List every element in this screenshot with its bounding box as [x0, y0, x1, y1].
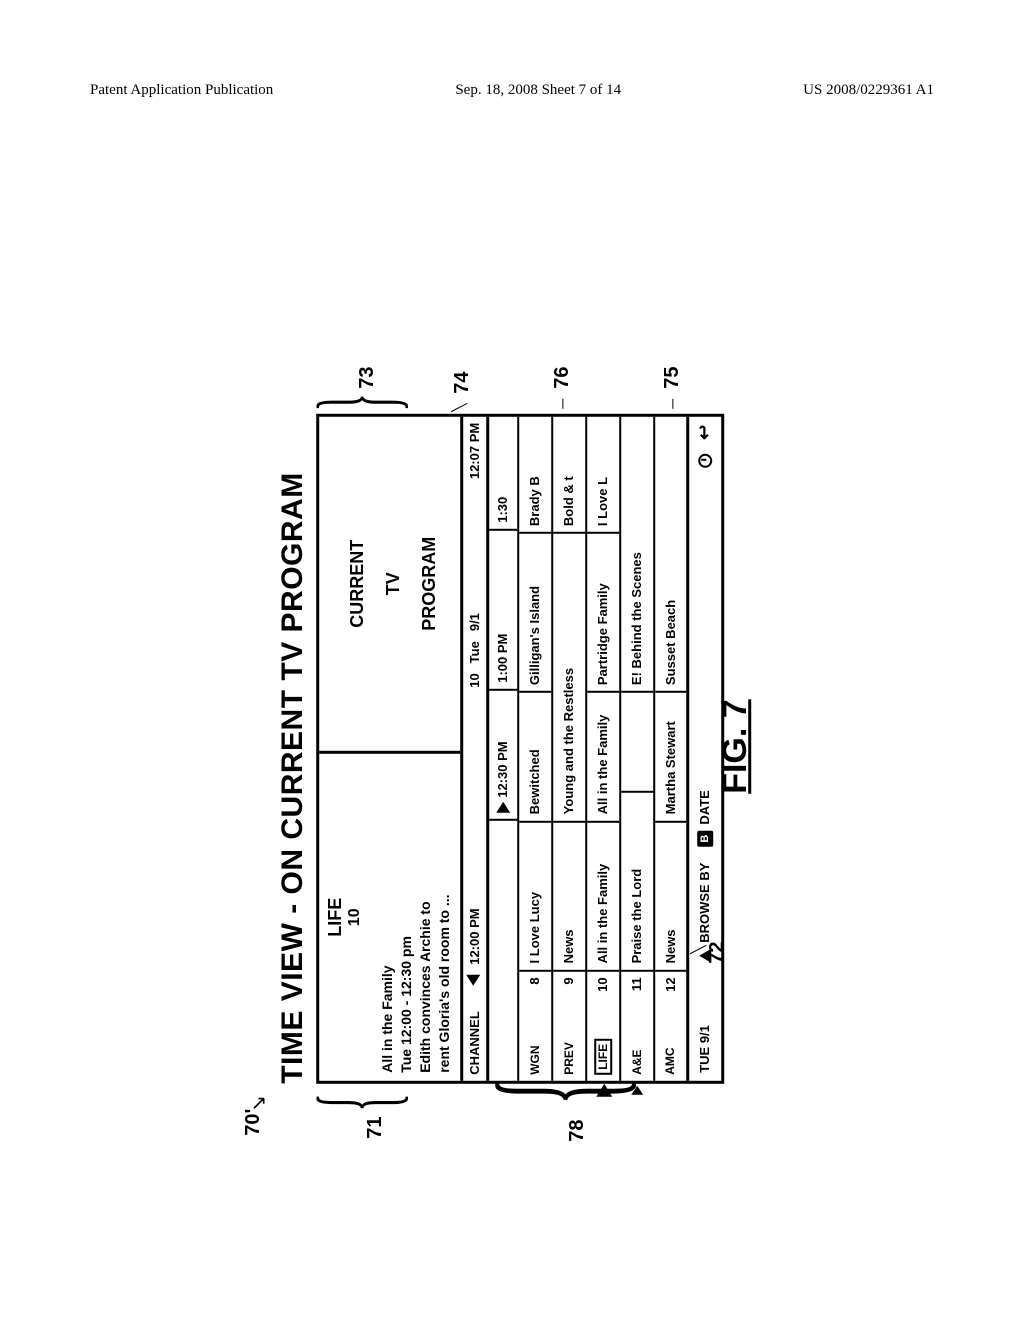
date-button[interactable]: B DATE	[693, 782, 717, 854]
time-bar: CHANNEL 12:00 PM 10 Tue 9/1 12:07 PM	[463, 417, 489, 1081]
info-channel-number: 10	[346, 762, 364, 1073]
channel-row[interactable]: WGN 8 I Love LucyBewitchedGilligan's Islan…	[519, 417, 553, 1081]
channel-name: A&E	[630, 1049, 644, 1074]
footer-date: TUE 9/1	[693, 971, 716, 1081]
time-day: Tue	[467, 641, 482, 663]
program-cell[interactable]: News	[655, 822, 686, 971]
program-cell[interactable]: News	[553, 822, 585, 971]
header-left: Patent Application Publication	[90, 82, 273, 99]
time-now: 12:07 PM	[467, 423, 482, 479]
brace-icon: {	[301, 1093, 411, 1111]
ref-76: 76	[551, 367, 574, 389]
channel-row[interactable]: A&E 11 Praise the Lord E! Behind the Scenes	[621, 417, 655, 1081]
lead-line: ─	[554, 399, 570, 409]
header-center: Sep. 18, 2008 Sheet 7 of 14	[455, 82, 621, 99]
channel-number: 10	[595, 977, 610, 991]
info-desc-2: rent Gloria's old room to ...	[435, 762, 454, 1073]
lead-line: ╲	[690, 945, 707, 953]
channel-header: CHANNEL	[463, 971, 486, 1081]
clock-icon[interactable]	[698, 454, 712, 468]
time-header-row: 12:30 PM 1:00 PM 1:30	[489, 417, 519, 1081]
ref-74: 74	[451, 372, 474, 394]
time-ch: 10	[467, 673, 482, 687]
program-cell[interactable]: Gilligan's Island	[519, 534, 551, 693]
b-icon: B	[697, 831, 713, 847]
ref-78: 78	[566, 1120, 589, 1142]
program-cell[interactable]: Bold & t	[553, 417, 585, 534]
channel-cell[interactable]: WGN 8	[519, 971, 551, 1080]
program-cell[interactable]: E! Behind the Scenes	[621, 417, 653, 693]
program-cell[interactable]: Young and the Restless	[553, 534, 585, 822]
time-100: 1:00 PM	[489, 531, 517, 691]
time-date: 9/1	[467, 613, 482, 631]
lead-line: ─	[664, 399, 680, 409]
arrow-right-icon	[496, 802, 510, 813]
info-channel-name: LIFE	[325, 762, 346, 1073]
ref-arrow-icon: ↘	[246, 1095, 271, 1112]
channel-row[interactable]: PREV 9 NewsYoung and the RestlessBold & t	[553, 417, 587, 1081]
ref-73: 73	[356, 367, 379, 389]
figure-title: TIME VIEW - ON CURRENT TV PROGRAM	[276, 344, 310, 1084]
channel-cell[interactable]: A&E 11	[621, 971, 653, 1080]
channel-cell[interactable]: LIFE 10	[587, 971, 619, 1080]
channel-cell[interactable]: PREV 9	[553, 971, 585, 1080]
program-cell[interactable]: Bewitched	[519, 693, 551, 822]
program-cell[interactable]: Susset Beach	[655, 417, 686, 693]
program-cell[interactable]: Brady B	[519, 417, 551, 534]
channel-row[interactable]: LIFE 10 All in the FamilyAll in the Family…	[587, 417, 621, 1081]
channel-number: 9	[561, 977, 576, 984]
patent-header: Patent Application Publication Sep. 18, …	[0, 82, 1024, 99]
return-icon[interactable]: ↩	[694, 425, 715, 440]
channel-name: WGN	[528, 1045, 542, 1074]
ref-75: 75	[661, 367, 684, 389]
epg-screen: LIFE 10 All in the Family Tue 12:00 - 12…	[316, 414, 724, 1084]
channel-name: AMC	[663, 1047, 677, 1074]
channel-number: 11	[629, 977, 644, 991]
ref-70: 70'	[242, 1109, 265, 1136]
brace-icon: {	[471, 1077, 641, 1106]
time-130: 1:30	[489, 417, 517, 531]
program-cell[interactable]	[621, 693, 653, 792]
time-1230: 12:30 PM	[489, 691, 517, 821]
channel-cell[interactable]: AMC 12	[655, 971, 686, 1080]
program-cell[interactable]: All in the Family	[587, 693, 619, 822]
channel-number: 8	[527, 977, 542, 984]
arrow-left-icon[interactable]	[466, 975, 480, 986]
info-program-title: All in the Family	[378, 762, 397, 1073]
preview-line2: TV	[375, 417, 411, 751]
info-panel: LIFE 10 All in the Family Tue 12:00 - 12…	[319, 751, 460, 1081]
program-cell[interactable]: I Love L	[587, 417, 619, 534]
ref-72: 72	[706, 942, 729, 964]
program-cell[interactable]: Praise the Lord	[621, 793, 653, 972]
preview-line1: CURRENT	[339, 417, 375, 751]
ref-71: 71	[364, 1117, 387, 1139]
program-cell[interactable]: Martha Stewart	[655, 693, 686, 822]
preview-window: CURRENT TV PROGRAM	[319, 417, 460, 751]
preview-line3: PROGRAM	[411, 417, 447, 751]
brace-icon: }	[301, 393, 411, 411]
program-cell[interactable]: I Love Lucy	[519, 822, 551, 971]
header-right: US 2008/0229361 A1	[803, 82, 934, 99]
channel-number: 12	[663, 977, 678, 991]
channel-row[interactable]: AMC 12 NewsMartha StewartSusset Beach	[655, 417, 689, 1081]
channel-name: PREV	[562, 1042, 576, 1075]
lead-line: ╲	[451, 403, 468, 411]
time-slot: 12:00 PM	[463, 694, 486, 971]
program-cell[interactable]: All in the Family	[587, 822, 619, 971]
info-program-time: Tue 12:00 - 12:30 pm	[397, 762, 416, 1073]
channel-name: LIFE	[594, 1039, 612, 1075]
figure-label: FIG. 7	[716, 699, 755, 793]
program-cell[interactable]: Partridge Family	[587, 534, 619, 693]
info-desc-1: Edith convinces Archie to	[416, 762, 435, 1073]
